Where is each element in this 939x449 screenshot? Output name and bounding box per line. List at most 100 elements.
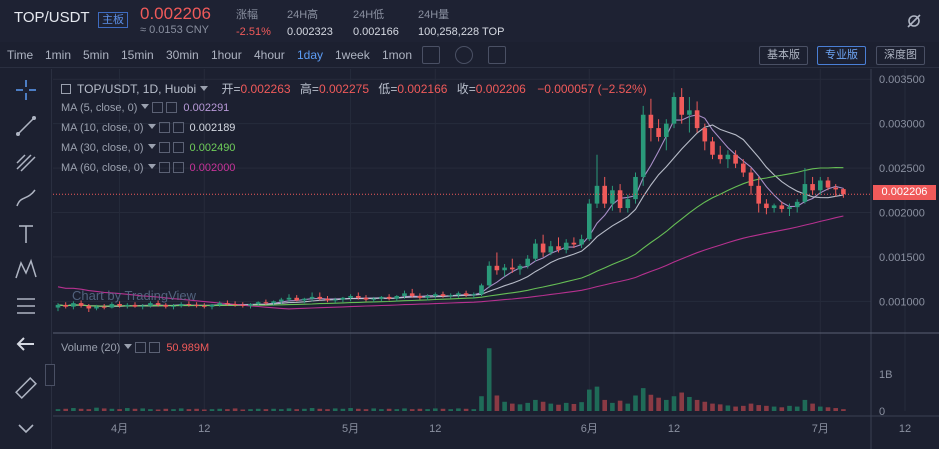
candle-body — [687, 110, 692, 115]
volume-bar — [225, 409, 230, 411]
interval-1hour[interactable]: 1hour — [211, 48, 242, 62]
mode-pro-button[interactable]: 专业版 — [817, 46, 866, 65]
volume-bar — [640, 388, 646, 411]
interval-1min[interactable]: 1min — [45, 48, 72, 62]
fib-icon[interactable] — [13, 293, 39, 319]
time-tick-label: 4月 — [111, 423, 128, 435]
settings-icon[interactable] — [152, 102, 164, 113]
expand-down-icon[interactable] — [13, 415, 39, 441]
candle-body — [656, 128, 661, 137]
crosshair-icon[interactable] — [13, 77, 39, 103]
candle-body — [533, 243, 538, 259]
candle-body — [202, 305, 207, 307]
candle-body — [818, 180, 823, 191]
settings-icon[interactable] — [158, 122, 170, 133]
price-chart[interactable]: 0.001000 0.001500 0.002000 0.002500 0.003000… — [53, 69, 939, 449]
pattern-icon[interactable] — [13, 257, 39, 283]
candle-body — [571, 242, 577, 245]
volume-bar — [402, 408, 407, 411]
candle-body — [417, 296, 423, 298]
brush-icon[interactable] — [13, 185, 39, 211]
ohlc-legend: TOP/USDT, 1D, Huobi 开=0.002263 高=0.00227… — [61, 80, 647, 97]
trend-line-icon[interactable] — [13, 113, 39, 139]
ma-value: 0.002000 — [189, 162, 236, 174]
stat-value: 0.002323 — [287, 26, 333, 38]
candle-body — [340, 297, 346, 300]
interval-1mon[interactable]: 1mon — [382, 48, 413, 62]
candle-body — [409, 293, 415, 297]
candle-body — [348, 296, 353, 298]
back-arrow-icon[interactable] — [13, 331, 39, 357]
volume-bar — [263, 409, 269, 411]
interval-1week[interactable]: 1week — [335, 48, 370, 62]
settings-icon[interactable] — [158, 162, 170, 173]
candle-body — [510, 267, 515, 270]
hide-eye-icon[interactable] — [905, 12, 923, 30]
volume-bar — [255, 408, 261, 411]
mode-basic-button[interactable]: 基本版 — [759, 46, 808, 65]
volume-bar — [117, 409, 122, 411]
interval-5min[interactable]: 5min — [83, 48, 110, 62]
volume-bar — [309, 408, 315, 411]
candle-body — [486, 265, 492, 286]
candle-body — [602, 185, 607, 204]
volume-bar — [525, 402, 530, 411]
volume-bar — [209, 409, 215, 411]
candle-body — [217, 303, 222, 305]
candle-body — [163, 304, 169, 307]
close-icon[interactable] — [166, 102, 178, 113]
volume-bar — [810, 403, 815, 411]
volume-bar — [109, 408, 115, 411]
fullscreen-icon[interactable] — [488, 46, 506, 64]
candle-body — [109, 304, 115, 308]
close-icon[interactable] — [172, 142, 184, 153]
price-tick-label: 0.003000 — [879, 119, 925, 131]
interval-1day[interactable]: 1day — [297, 48, 324, 62]
volume-bar — [325, 409, 330, 411]
volume-bar — [125, 408, 130, 411]
candle-body — [371, 298, 376, 300]
volume-bar — [279, 409, 284, 411]
candle-body — [810, 184, 815, 191]
close-icon[interactable] — [172, 162, 184, 173]
chart-type-icon[interactable] — [422, 46, 440, 64]
indicator-icon[interactable] — [455, 46, 473, 64]
close-icon[interactable] — [172, 122, 184, 133]
close-icon[interactable] — [149, 342, 161, 353]
collapse-icon[interactable] — [61, 84, 71, 94]
volume-value: 50.989M — [166, 342, 210, 354]
settings-icon[interactable] — [158, 142, 170, 153]
board-tag: 主板 — [98, 12, 128, 28]
candle-body — [271, 301, 276, 304]
change-value: −0.000057 (−2.52%) — [537, 82, 647, 96]
volume-bar — [317, 408, 323, 411]
candle-body — [248, 304, 253, 306]
candle-body — [494, 265, 500, 271]
interval-4hour[interactable]: 4hour — [254, 48, 285, 62]
volume-bar — [818, 406, 823, 411]
ruler-icon[interactable] — [13, 375, 39, 401]
candle-body — [232, 304, 238, 306]
symbol-caret-icon[interactable] — [200, 86, 209, 91]
candle-body — [309, 296, 315, 299]
time-tick-label: 7月 — [812, 423, 829, 435]
price-tick-label: 0.001500 — [879, 252, 925, 264]
collapse-panel-handle[interactable] — [45, 364, 55, 386]
ma-label: MA (10, close, 0) — [61, 122, 144, 134]
volume-bar — [802, 399, 808, 411]
candle-body — [556, 246, 561, 250]
interval-30min[interactable]: 30min — [166, 48, 199, 62]
stat-volume: 24H量 100,258,228 TOP — [418, 6, 504, 38]
volume-bar — [433, 408, 438, 411]
ma30-line — [57, 167, 844, 307]
mode-depth-button[interactable]: 深度图 — [876, 46, 925, 65]
volume-bar — [687, 396, 692, 411]
text-tool-icon[interactable] — [13, 221, 39, 247]
settings-icon[interactable] — [135, 342, 147, 353]
candle-body — [363, 297, 369, 300]
interval-15min[interactable]: 15min — [121, 48, 154, 62]
volume-bar — [302, 408, 307, 411]
volume-bar — [825, 407, 831, 411]
candle-body — [194, 304, 199, 306]
pitchfork-icon[interactable] — [13, 149, 39, 175]
